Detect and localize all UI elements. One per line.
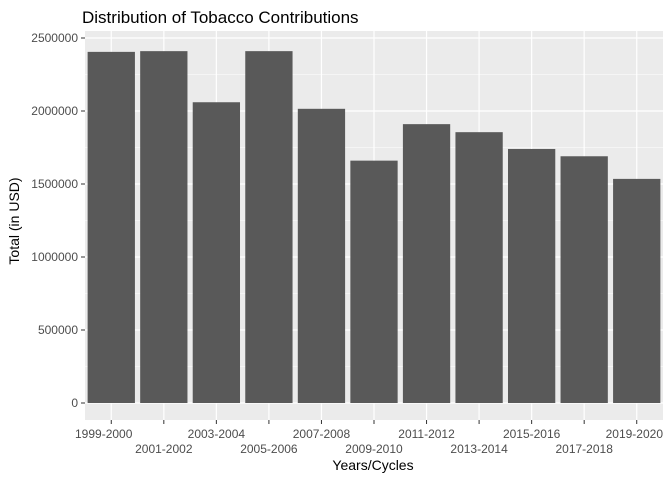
y-tick-label: 2500000	[31, 31, 78, 45]
bar-2015-2016	[507, 148, 556, 403]
bar-2003-2004	[192, 102, 241, 404]
x-tick-label: 2017-2018	[555, 442, 613, 456]
x-axis-title: Years/Cycles	[332, 457, 413, 473]
x-tick-label: 2005-2006	[240, 442, 298, 456]
x-tick-label: 2019-2020	[606, 427, 664, 441]
x-tick-label: 2001-2002	[135, 442, 193, 456]
y-tick-label: 0	[71, 396, 78, 410]
bar-2017-2018	[560, 156, 608, 403]
bar-2013-2014	[455, 132, 503, 404]
x-axis-ticks: 1999-20002001-20022003-20042005-20062007…	[75, 420, 663, 456]
x-tick-label: 2015-2016	[503, 427, 561, 441]
chart-title: Distribution of Tobacco Contributions	[82, 8, 359, 27]
x-tick-label: 2011-2012	[398, 427, 455, 441]
x-tick-label: 2013-2014	[450, 442, 508, 456]
y-axis-ticks: 0 500000 1000000 1500000 2000000 2500000	[31, 31, 85, 410]
bar-2009-2010	[350, 160, 398, 403]
x-tick-label: 2003-2004	[188, 427, 246, 441]
y-axis-title: Total (in USD)	[6, 177, 22, 264]
bar-2005-2006	[245, 51, 293, 403]
y-tick-label: 500000	[38, 323, 78, 337]
x-tick-label: 1999-2000	[75, 427, 133, 441]
y-tick-label: 2000000	[31, 104, 78, 118]
bar-1999-2000	[87, 51, 135, 404]
x-tick-label: 2009-2010	[345, 442, 403, 456]
bar-2011-2012	[402, 124, 451, 403]
x-tick-label: 2007-2008	[293, 427, 351, 441]
bar-2001-2002	[140, 51, 188, 403]
bar-2007-2008	[297, 108, 346, 403]
y-tick-label: 1500000	[31, 177, 78, 191]
bars	[87, 51, 661, 404]
y-tick-label: 1000000	[31, 250, 78, 264]
bar-2019-2020	[613, 178, 661, 403]
